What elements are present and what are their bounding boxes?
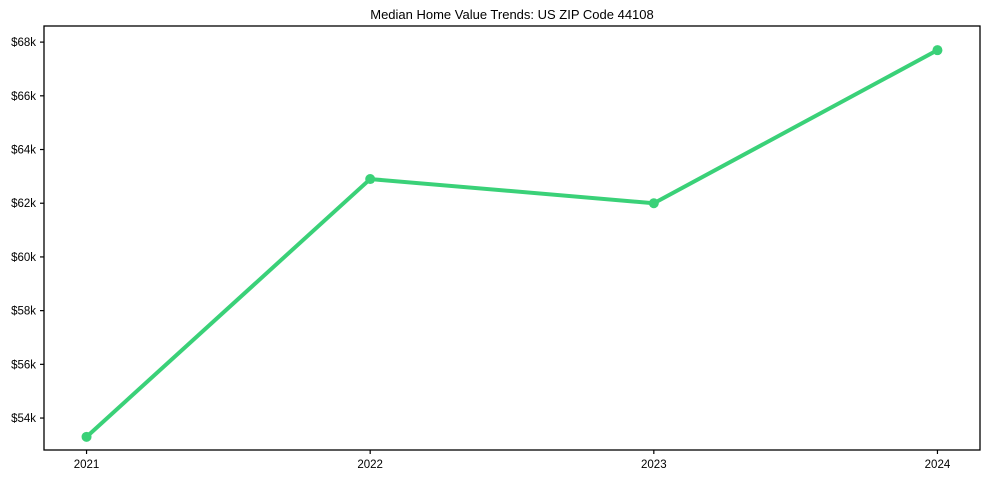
y-tick-label: $66k — [11, 91, 36, 103]
trend-line — [84, 48, 940, 439]
y-tick-label: $56k — [11, 359, 36, 371]
y-tick-label: $54k — [11, 413, 36, 425]
y-tick-label: $58k — [11, 306, 36, 318]
y-tick-label: $60k — [11, 252, 36, 264]
y-tick-label: $68k — [11, 37, 36, 49]
data-point-marker — [648, 198, 659, 209]
y-tick-label: $62k — [11, 198, 36, 210]
x-tick-label: 2023 — [641, 459, 667, 471]
x-tick-label: 2022 — [357, 459, 383, 471]
chart-title: Median Home Value Trends: US ZIP Code 44… — [370, 7, 654, 22]
data-point-marker — [932, 45, 943, 56]
data-point-marker — [365, 174, 376, 185]
data-point-marker — [81, 431, 92, 442]
plot-frame — [43, 25, 981, 451]
x-tick-label: 2021 — [74, 459, 100, 471]
x-tick-label: 2024 — [925, 459, 951, 471]
y-tick-label: $64k — [11, 145, 36, 157]
